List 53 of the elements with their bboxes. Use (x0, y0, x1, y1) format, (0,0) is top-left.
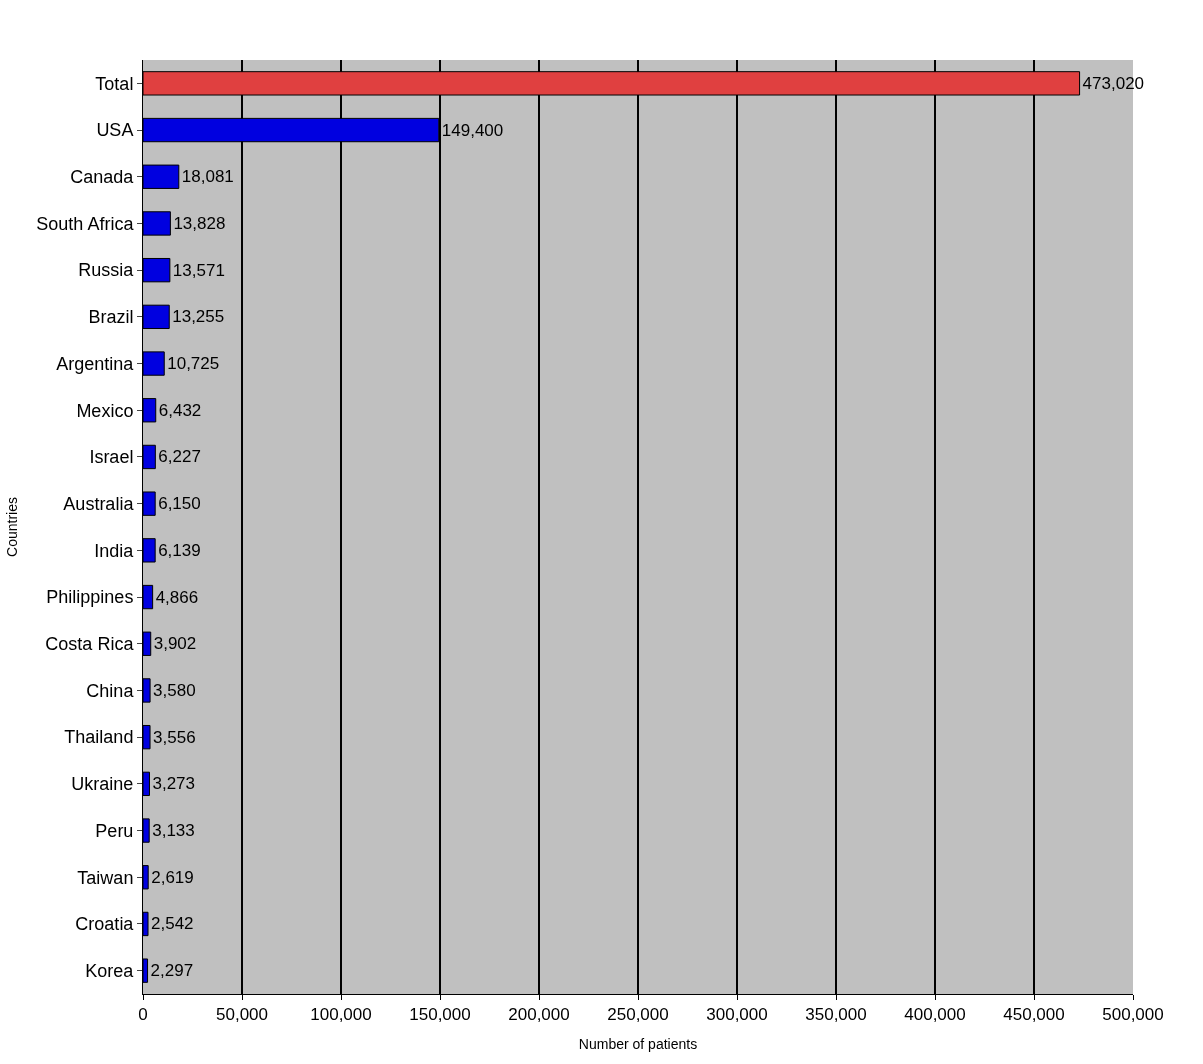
data-label: 2,619 (151, 867, 194, 887)
data-label: 13,571 (172, 260, 225, 280)
y-tick-label: Russia (78, 260, 135, 281)
y-axis-title: Countries (3, 497, 20, 557)
y-tick-label: China (86, 680, 135, 701)
y-tick-label: Philippines (46, 587, 134, 608)
data-label: 18,081 (181, 167, 234, 187)
data-label: 6,432 (158, 400, 202, 420)
data-label: 3,580 (153, 680, 196, 700)
x-tick-label: 50,000 (216, 1005, 268, 1025)
data-label: 149,400 (441, 120, 504, 140)
x-tick-label: 150,000 (409, 1005, 471, 1025)
data-label: 2,297 (150, 961, 194, 981)
y-tick-label: South Africa (36, 213, 135, 234)
data-label: 6,227 (158, 447, 201, 467)
x-tick-label: 400,000 (904, 1005, 966, 1025)
y-tick-label: Argentina (56, 353, 135, 374)
data-label: 2,542 (151, 914, 194, 934)
data-label: 3,273 (152, 774, 196, 794)
x-tick-label: 450,000 (1003, 1005, 1065, 1025)
y-tick-label: Croatia (75, 914, 135, 935)
data-label: 13,828 (173, 213, 226, 233)
data-label: 4,866 (155, 587, 199, 607)
data-label: 3,556 (153, 727, 196, 747)
x-tick-label: 0 (138, 1005, 148, 1025)
data-label: 3,902 (153, 634, 197, 654)
y-tick-label: Canada (70, 167, 135, 188)
y-tick-label: USA (96, 120, 134, 141)
data-label: 6,150 (158, 494, 201, 514)
data-label: 473,020 (1082, 73, 1145, 93)
y-tick-label: Peru (95, 820, 134, 841)
y-tick-label: Costa Rica (45, 634, 135, 655)
y-tick-label: Total (95, 73, 134, 94)
y-tick-label: Mexico (76, 400, 134, 421)
y-tick-label: Thailand (64, 727, 134, 748)
data-label: 3,133 (152, 821, 195, 841)
x-tick-label: 300,000 (706, 1005, 768, 1025)
y-tick-label: Israel (89, 447, 134, 468)
x-tick-label: 200,000 (508, 1005, 570, 1025)
x-axis-title: Number of patients (578, 1035, 698, 1052)
y-tick-label: Korea (85, 960, 135, 981)
x-tick-label: 100,000 (310, 1005, 372, 1025)
x-tick-label: 500,000 (1102, 1005, 1164, 1025)
y-tick-label: Australia (63, 493, 135, 514)
data-label: 10,725 (167, 354, 220, 374)
data-label: 13,255 (172, 307, 225, 327)
y-tick-label: India (94, 540, 135, 561)
y-tick-label: Ukraine (71, 774, 134, 795)
data-label: 6,139 (158, 540, 201, 560)
x-tick-label: 350,000 (805, 1005, 867, 1025)
y-tick-label: Taiwan (77, 867, 134, 888)
y-tick-label: Brazil (88, 307, 134, 328)
x-tick-label: 250,000 (607, 1005, 669, 1025)
